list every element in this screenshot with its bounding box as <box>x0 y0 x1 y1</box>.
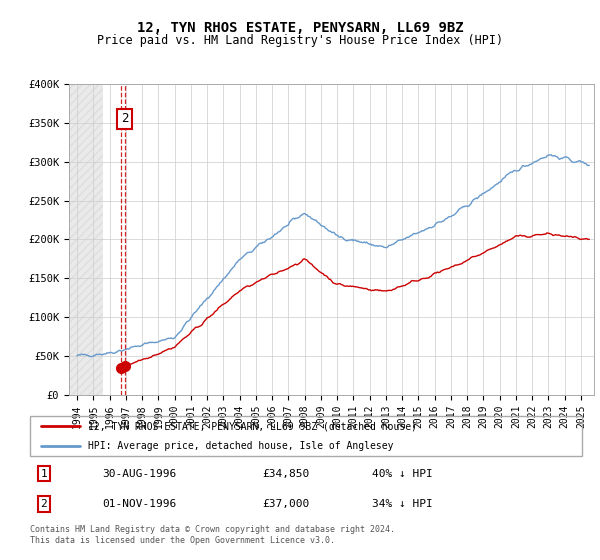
Text: 01-NOV-1996: 01-NOV-1996 <box>102 499 176 509</box>
Text: Price paid vs. HM Land Registry's House Price Index (HPI): Price paid vs. HM Land Registry's House … <box>97 34 503 46</box>
Text: Contains HM Land Registry data © Crown copyright and database right 2024.
This d: Contains HM Land Registry data © Crown c… <box>30 525 395 545</box>
Text: HPI: Average price, detached house, Isle of Anglesey: HPI: Average price, detached house, Isle… <box>88 441 394 451</box>
Text: £37,000: £37,000 <box>262 499 309 509</box>
Text: 12, TYN RHOS ESTATE, PENYSARN, LL69 9BZ: 12, TYN RHOS ESTATE, PENYSARN, LL69 9BZ <box>137 21 463 35</box>
Text: 2: 2 <box>121 113 128 125</box>
Text: 1: 1 <box>40 469 47 479</box>
Text: £34,850: £34,850 <box>262 469 309 479</box>
Text: 34% ↓ HPI: 34% ↓ HPI <box>372 499 433 509</box>
Text: 40% ↓ HPI: 40% ↓ HPI <box>372 469 433 479</box>
Text: 30-AUG-1996: 30-AUG-1996 <box>102 469 176 479</box>
Text: 2: 2 <box>40 499 47 509</box>
Text: 12, TYN RHOS ESTATE, PENYSARN, LL69 9BZ (detached house): 12, TYN RHOS ESTATE, PENYSARN, LL69 9BZ … <box>88 421 417 431</box>
Bar <box>69 84 103 395</box>
